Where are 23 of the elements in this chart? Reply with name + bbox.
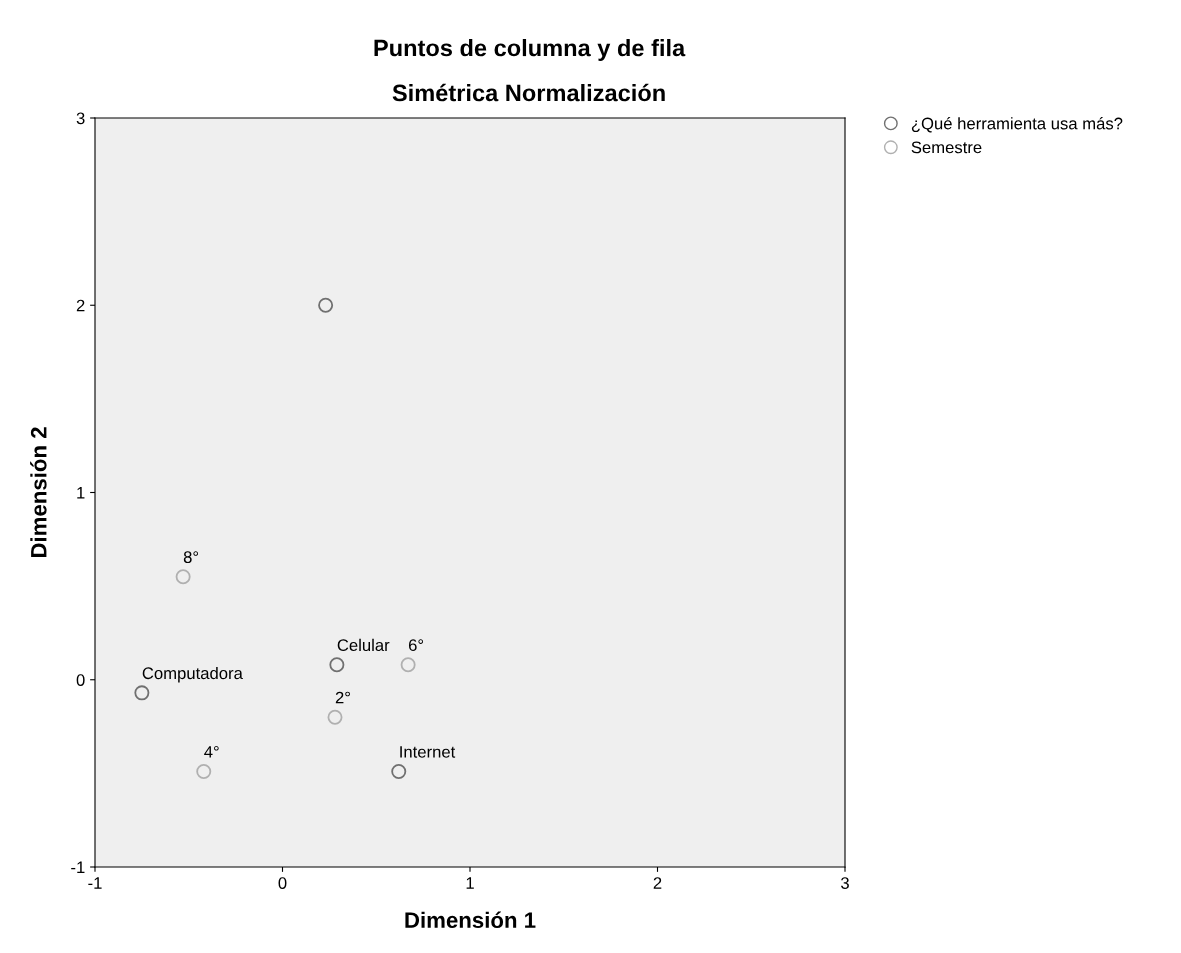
x-tick-label: 3 — [841, 877, 849, 889]
chart-subtitle: Simétrica Normalización — [392, 83, 665, 102]
annotation: Computadora — [142, 666, 243, 683]
y-tick-label: 2 — [76, 299, 85, 312]
annotation: 2° — [335, 691, 350, 704]
y-tick-label: 3 — [76, 112, 85, 125]
annotation: Internet — [400, 746, 456, 758]
y-tick-label: -1 — [71, 861, 85, 874]
x-tick-label: 1 — [466, 877, 474, 889]
y-tick-label: 0 — [76, 674, 85, 686]
annotation: 6° — [408, 639, 424, 652]
x-tick-label: -1 — [88, 877, 102, 889]
annotation: 4° — [204, 745, 219, 758]
annotation: 8° — [183, 551, 199, 564]
y-tick-label: 1 — [77, 487, 85, 499]
legend-label: Semestre — [911, 141, 982, 154]
annotation: Celular — [337, 638, 390, 652]
y-axis-title: Dimensión 2 — [30, 427, 47, 558]
legend-label: ¿Qué herramienta usa más? — [911, 116, 1123, 133]
x-axis-title: Dimensión 1 — [405, 911, 536, 929]
x-tick-label: 0 — [278, 877, 287, 889]
chart-title: Puntos de columna y de fila — [374, 39, 686, 62]
x-tick-label: 2 — [653, 877, 662, 889]
